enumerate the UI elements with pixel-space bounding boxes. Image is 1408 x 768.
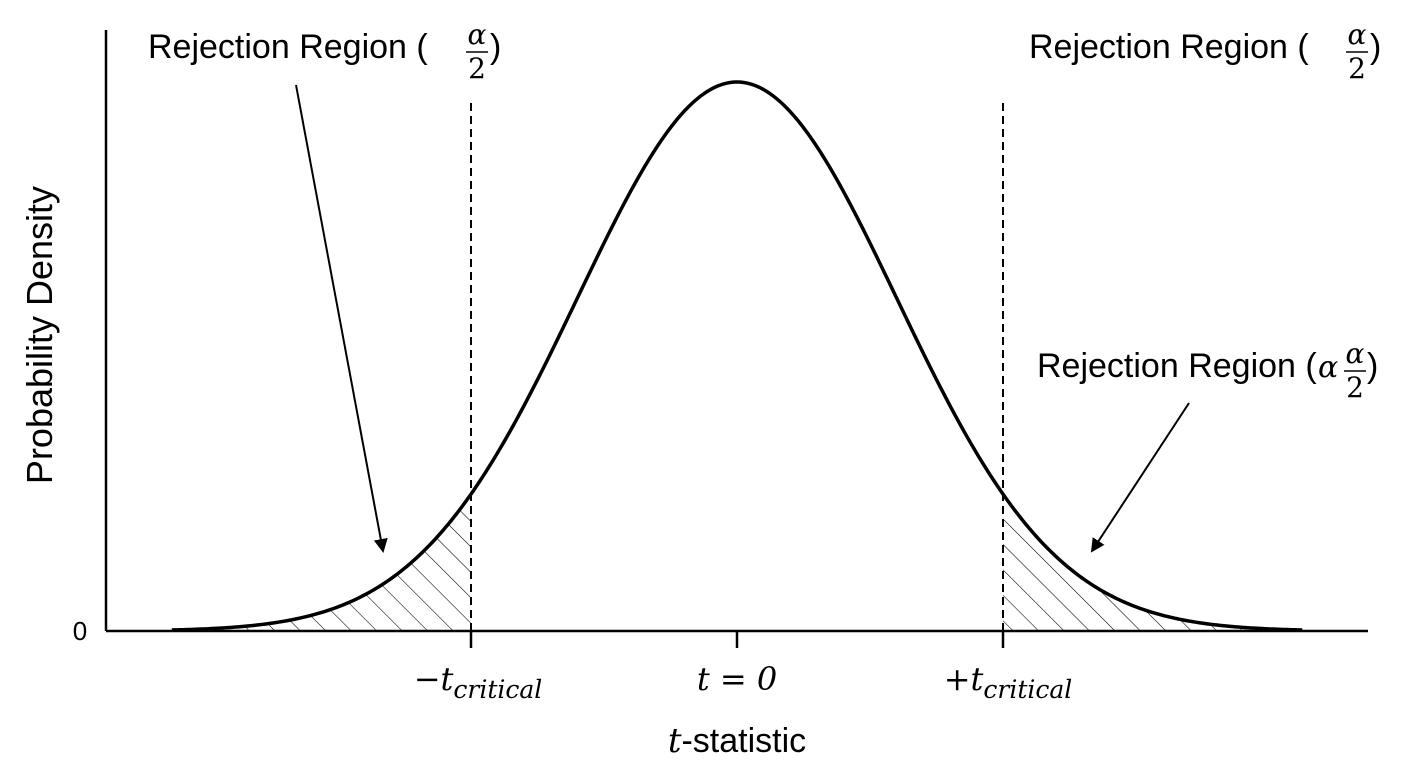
neg-sub: critical bbox=[453, 675, 542, 704]
neg-var: t bbox=[441, 660, 454, 698]
left-annotation-arrow bbox=[295, 84, 388, 553]
annotation-left-top-close: ) bbox=[490, 28, 501, 66]
right-annotation-arrow bbox=[1090, 402, 1190, 553]
annotation-right-mid: Rejection Region ( α α 2 ) bbox=[1037, 337, 1378, 404]
annotation-right-top-num: α bbox=[1348, 18, 1367, 51]
pos-var: t bbox=[971, 660, 984, 698]
annotation-right-top: Rejection Region ( α 2 ) bbox=[1029, 18, 1381, 85]
x-axis-label: t-statistic bbox=[668, 721, 806, 761]
annotation-right-mid-den: 2 bbox=[1346, 371, 1364, 404]
x-axis-var: t bbox=[668, 721, 682, 761]
annotation-left-top: Rejection Region ( α 2 ) bbox=[148, 18, 501, 85]
annotation-right-mid-close: ) bbox=[1367, 347, 1378, 385]
annotation-right-mid-num: α bbox=[1346, 337, 1365, 370]
x-axis-rest: -statistic bbox=[681, 722, 806, 760]
neg-sign: − bbox=[414, 660, 441, 698]
annotation-right-mid-alpha: α bbox=[1318, 350, 1338, 385]
annotation-right-top-den: 2 bbox=[1348, 52, 1366, 85]
tick-label-neg-critical: −tcritical bbox=[414, 660, 543, 704]
right-rejection-region bbox=[1003, 494, 1303, 631]
pos-sign: + bbox=[944, 660, 971, 698]
annotation-left-top-text: Rejection Region ( bbox=[148, 28, 428, 66]
left-rejection-region bbox=[171, 496, 471, 631]
y-zero-label: 0 bbox=[73, 616, 87, 646]
tick-label-pos-critical: +tcritical bbox=[944, 660, 1073, 704]
annotation-left-top-num: α bbox=[468, 18, 487, 51]
annotation-left-top-den: 2 bbox=[468, 52, 486, 85]
annotation-right-top-text: Rejection Region ( bbox=[1029, 28, 1309, 66]
tick-label-zero: t = 0 bbox=[697, 660, 777, 698]
pos-sub: critical bbox=[983, 675, 1072, 704]
density-curve bbox=[171, 80, 1303, 632]
annotation-right-top-close: ) bbox=[1370, 28, 1381, 66]
y-axis-label: Probability Density bbox=[19, 186, 60, 484]
annotation-right-mid-text: Rejection Region ( bbox=[1037, 347, 1317, 385]
